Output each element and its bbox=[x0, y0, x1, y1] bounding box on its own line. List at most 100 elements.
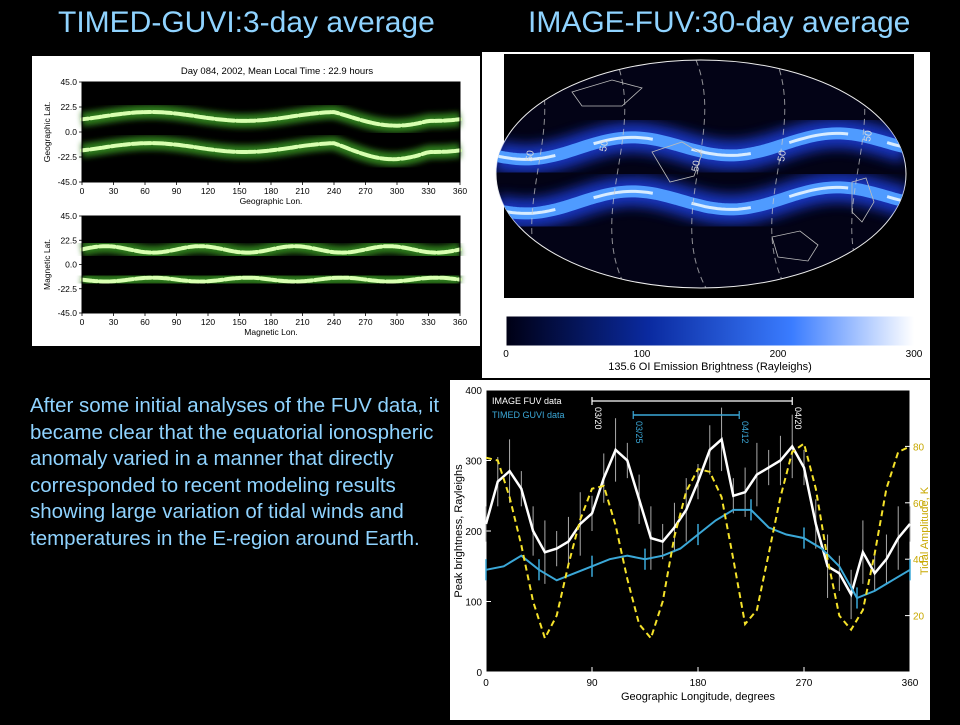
longitude-plot: 0 90 180 270 360 0 100 200 300 400 20 40 60 80 Geograp… bbox=[450, 380, 931, 720]
colorbar-label: 135.6 OI Emission Brightness (Rayleighs) bbox=[608, 361, 812, 373]
x-tick-label: 180 bbox=[264, 186, 278, 196]
fuv-figure: 50 50 50 50 50 0 100 200 300 135.6 OI Emission … bbox=[482, 52, 930, 378]
colorbar-tick-label: 0 bbox=[503, 349, 509, 360]
anomaly-band bbox=[80, 275, 462, 284]
x-tick-label: 330 bbox=[421, 317, 435, 327]
y-axis-label: Geographic Lat. bbox=[42, 102, 52, 162]
contour-label: 50 bbox=[690, 159, 703, 172]
y-tick-label: 400 bbox=[465, 386, 482, 397]
guvi-maps: Day 084, 2002, Mean Local Time : 22.9 ho… bbox=[42, 66, 467, 337]
longitude-plot-svg: 0 90 180 270 360 0 100 200 300 400 20 40 60 80 Geograp… bbox=[453, 386, 931, 703]
contour-line bbox=[691, 60, 707, 288]
guvi-magnetic-map: 0 30 60 90 120 150 180 210 240 270 300 330 360 45.0 22… bbox=[42, 211, 467, 337]
x-tick-label: 270 bbox=[796, 678, 813, 689]
x-tick-label: 90 bbox=[586, 678, 598, 689]
y-tick-label: 100 bbox=[465, 598, 482, 609]
fuv-title: IMAGE-FUV:30-day average bbox=[528, 6, 911, 39]
x-tick-label: 90 bbox=[172, 186, 182, 196]
coastline bbox=[771, 230, 819, 262]
description-text: After some initial analyses of the FUV d… bbox=[30, 394, 440, 550]
x-axis-label: Geographic Longitude, degrees bbox=[621, 691, 776, 703]
contour-line bbox=[771, 60, 787, 288]
contour-label: 50 bbox=[776, 149, 789, 162]
contour-label: 50 bbox=[598, 139, 611, 152]
x-tick-label: 120 bbox=[201, 317, 215, 327]
y-tick-label: 0 bbox=[476, 668, 482, 679]
y2-tick-label: 20 bbox=[913, 612, 925, 623]
map-background bbox=[82, 216, 460, 313]
x-tick-label: 330 bbox=[421, 186, 435, 196]
date-marker-label: 04/12 bbox=[740, 421, 750, 444]
y-tick-label: -45.0 bbox=[58, 177, 78, 187]
emission-band-peak bbox=[496, 185, 906, 215]
tidal-amplitude-line bbox=[485, 441, 911, 641]
y-tick-label: 45.0 bbox=[60, 77, 77, 87]
x-axis-label: Magnetic Lon. bbox=[244, 327, 297, 337]
x-tick-label: 150 bbox=[232, 317, 246, 327]
x-tick-label: 300 bbox=[390, 317, 404, 327]
y-tick-label: -22.5 bbox=[58, 152, 78, 162]
x-tick-label: 360 bbox=[453, 317, 467, 327]
contour-line bbox=[611, 60, 627, 288]
guvi-title: TIMED-GUVI:3-day average bbox=[58, 6, 435, 39]
x-tick-label: 60 bbox=[140, 186, 150, 196]
y2-tick-label: 80 bbox=[913, 442, 925, 453]
x-tick-label: 60 bbox=[140, 317, 150, 327]
colorbar-tick-label: 200 bbox=[770, 349, 787, 360]
date-marker-label: 04/20 bbox=[793, 407, 803, 430]
y2-tick-label: 60 bbox=[913, 499, 925, 510]
guvi-geographic-map: 0 30 60 90 120 150 180 210 240 270 300 330 360 45.0 22… bbox=[42, 77, 467, 206]
x-tick-label: 180 bbox=[690, 678, 707, 689]
x-tick-label: 30 bbox=[109, 186, 119, 196]
y2-axis-label: Tidal Amplitude, K bbox=[919, 486, 930, 575]
x-tick-label: 30 bbox=[109, 317, 119, 327]
anomaly-band bbox=[80, 141, 462, 162]
date-marker-label: 03/25 bbox=[634, 421, 644, 444]
coastline bbox=[571, 79, 643, 107]
anomaly-band bbox=[80, 110, 462, 128]
x-tick-label: 240 bbox=[327, 186, 341, 196]
x-tick-label: 90 bbox=[172, 317, 182, 327]
coastline bbox=[851, 177, 875, 223]
y-tick-label: 22.5 bbox=[60, 235, 77, 245]
fuv-map: 50 50 50 50 50 0 100 200 300 135.6 OI Emission … bbox=[495, 54, 923, 373]
image-fuv-line bbox=[484, 437, 911, 598]
x-tick-label: 210 bbox=[295, 186, 309, 196]
x-tick-label: 270 bbox=[358, 186, 372, 196]
colorbar-tick-label: 300 bbox=[906, 349, 923, 360]
x-tick-label: 240 bbox=[327, 317, 341, 327]
contour-label: 50 bbox=[862, 129, 875, 142]
x-tick-label: 0 bbox=[483, 678, 489, 689]
y-tick-label: 0.0 bbox=[65, 260, 77, 270]
guvi-figure: Day 084, 2002, Mean Local Time : 22.9 ho… bbox=[32, 56, 480, 346]
legend-timed-guvi: TIMED GUVI data bbox=[492, 410, 565, 420]
x-tick-label: 360 bbox=[902, 678, 919, 689]
contour-label: 50 bbox=[524, 149, 537, 162]
anomaly-band bbox=[80, 244, 462, 255]
x-tick-label: 210 bbox=[295, 317, 309, 327]
x-tick-label: 180 bbox=[264, 317, 278, 327]
y-axis-label: Peak brightness, Rayleighs bbox=[453, 464, 465, 598]
date-marker-label: 03/20 bbox=[593, 407, 603, 430]
y-tick-label: 200 bbox=[465, 527, 482, 538]
y-tick-label: 300 bbox=[465, 457, 482, 468]
y-axis-label: Magnetic Lat. bbox=[42, 239, 52, 290]
y-tick-label: 45.0 bbox=[60, 211, 77, 221]
y-tick-label: -45.0 bbox=[58, 308, 78, 318]
x-tick-label: 300 bbox=[390, 186, 404, 196]
y2-tick-label: 40 bbox=[913, 555, 925, 566]
colorbar bbox=[505, 315, 915, 347]
x-tick-label: 0 bbox=[80, 186, 85, 196]
x-tick-label: 360 bbox=[453, 186, 467, 196]
y-tick-label: -22.5 bbox=[58, 284, 78, 294]
x-axis-label: Geographic Lon. bbox=[240, 196, 303, 206]
x-tick-label: 0 bbox=[80, 317, 85, 327]
y-tick-label: 0.0 bbox=[65, 127, 77, 137]
legend-image-fuv: IMAGE FUV data bbox=[492, 396, 562, 406]
coastline bbox=[651, 141, 703, 183]
y-tick-label: 22.5 bbox=[60, 102, 77, 112]
x-tick-label: 270 bbox=[358, 317, 372, 327]
x-tick-label: 150 bbox=[232, 186, 246, 196]
colorbar-tick-label: 100 bbox=[634, 349, 651, 360]
guvi-top-title: Day 084, 2002, Mean Local Time : 22.9 ho… bbox=[181, 66, 373, 77]
